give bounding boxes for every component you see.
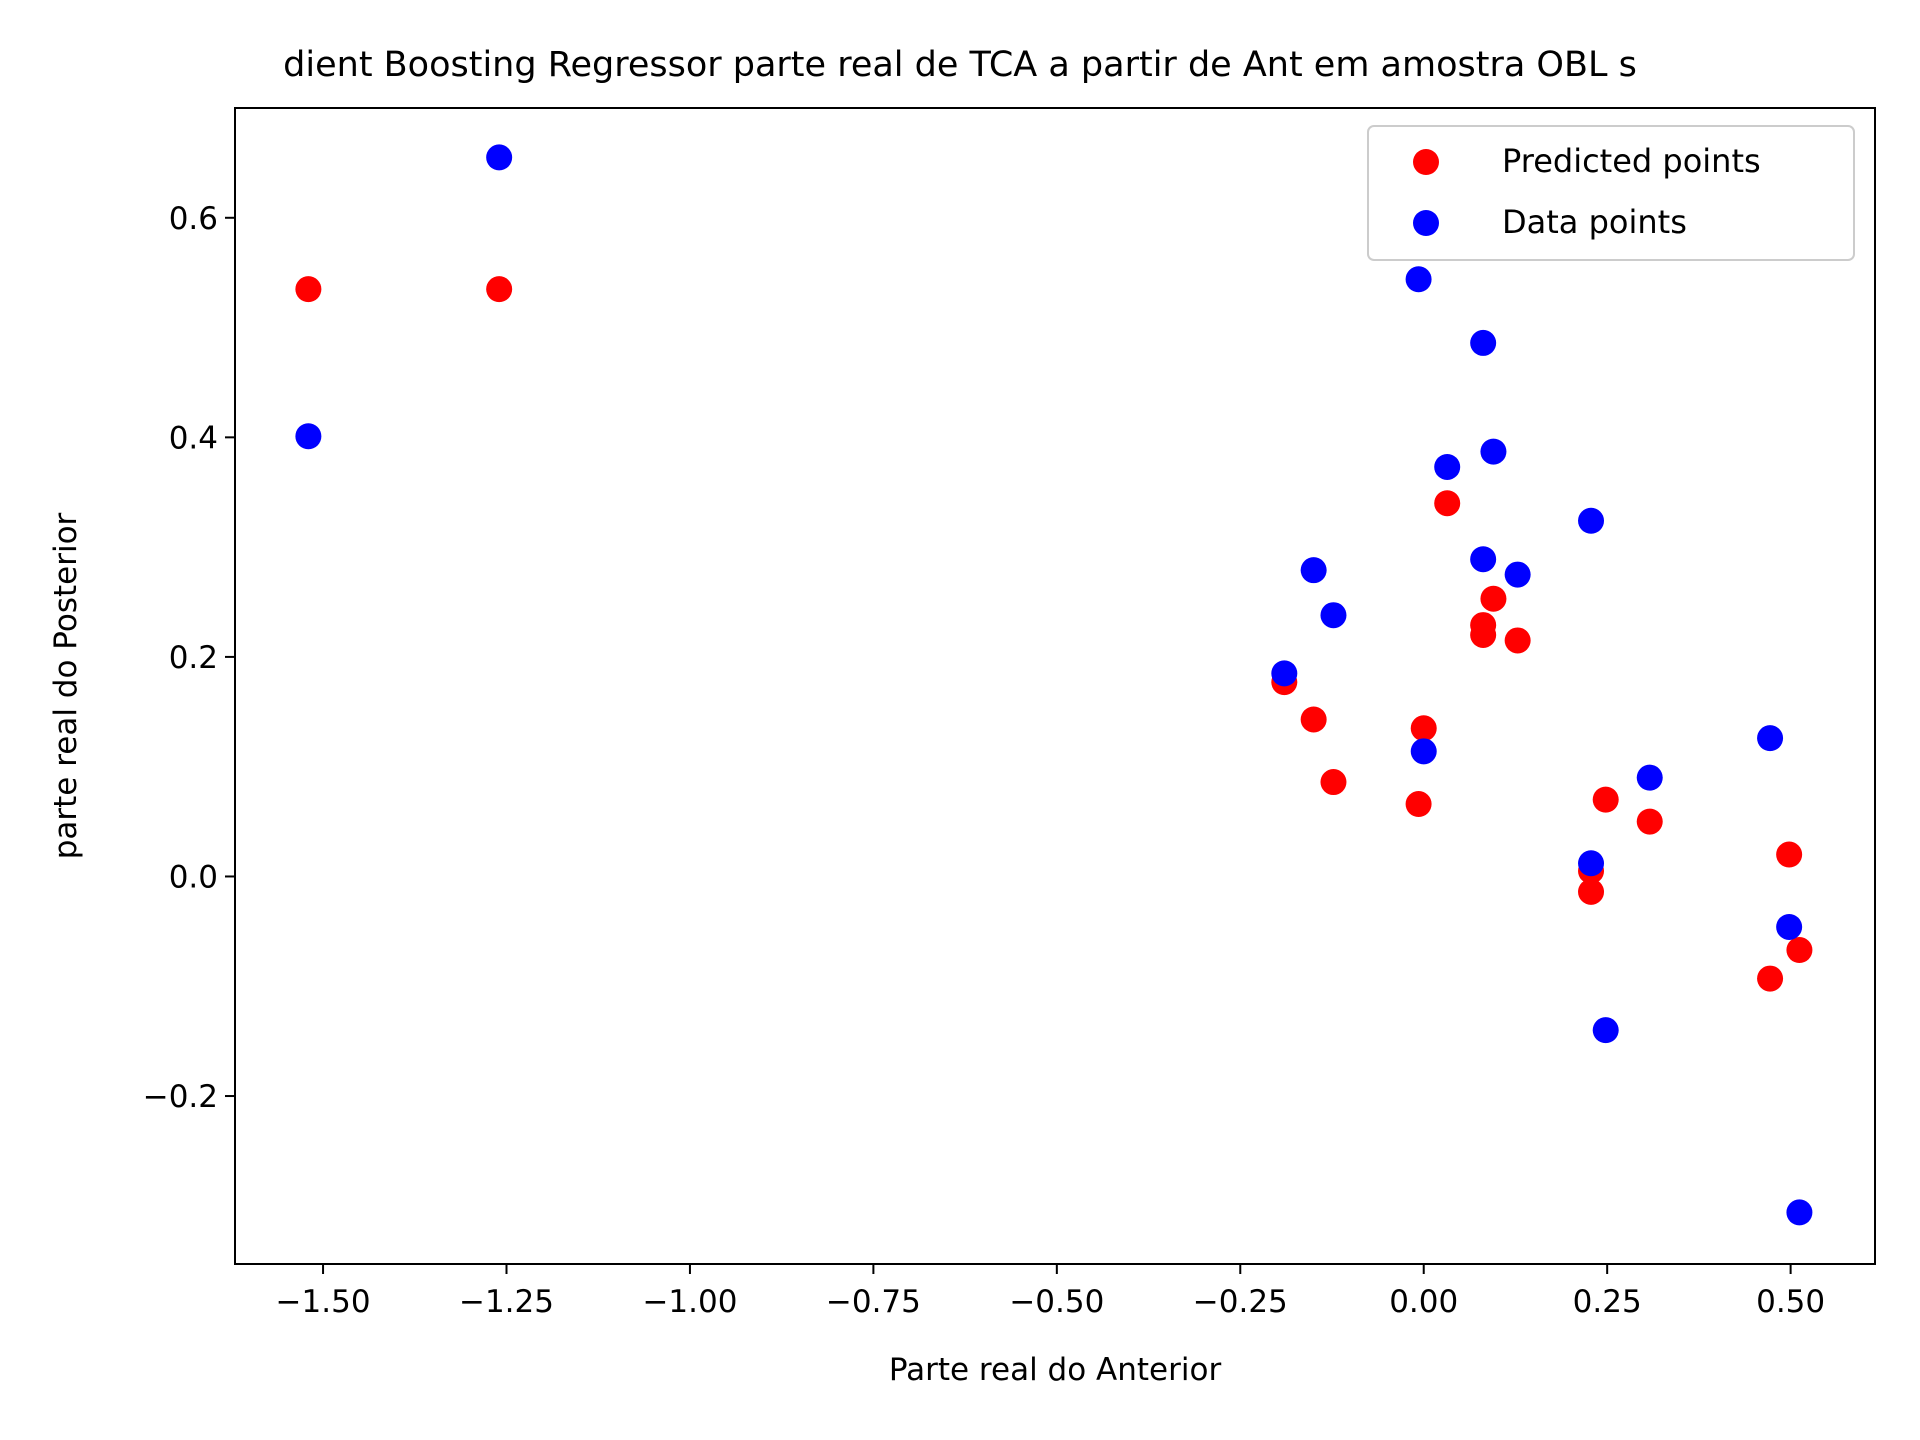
legend-box <box>1367 125 1855 261</box>
x-axis-ticks: −1.50 −1.25 −1.00 −0.75 −0.50 −0.25 0.00 0.25 0.… <box>276 1264 1825 1320</box>
data-point-3 <box>1470 329 1497 356</box>
predicted-point-14 <box>1592 786 1619 813</box>
data-point-16 <box>1776 913 1803 940</box>
plot-area-frame <box>234 107 1876 1265</box>
x-tick-label-0: −1.50 <box>276 1284 371 1320</box>
y-tick-label-3: 0.4 <box>169 420 218 456</box>
legend: Predicted points Data points <box>1367 125 1855 261</box>
data-point-4 <box>1480 438 1507 465</box>
data-point-11 <box>1271 660 1298 687</box>
data-point-2 <box>1405 266 1432 293</box>
predicted-point-18 <box>1786 937 1813 964</box>
y-axis-ticks: −0.2 0.0 0.2 0.4 0.6 <box>143 201 235 1115</box>
data-point-1 <box>295 423 322 450</box>
legend-label-predicted: Predicted points <box>1502 142 1761 180</box>
data-point-5 <box>1434 453 1461 480</box>
predicted-point-15 <box>1636 808 1663 835</box>
data-point-8 <box>1504 561 1531 588</box>
predicted-point-13 <box>1578 878 1605 905</box>
x-axis-label: Parte real do Anterior <box>889 1352 1222 1388</box>
data-point-17 <box>1592 1017 1619 1044</box>
data-point-14 <box>1757 725 1784 752</box>
x-tick-label-7: 0.25 <box>1573 1284 1642 1320</box>
data-point-12 <box>1410 738 1437 765</box>
data-point-0 <box>486 144 513 171</box>
data-point-9 <box>1300 557 1327 584</box>
predicted-point-0 <box>295 276 322 303</box>
predicted-point-16 <box>1757 965 1784 992</box>
legend-marker-data <box>1413 210 1439 236</box>
predicted-point-5 <box>1405 791 1432 818</box>
predicted-point-10 <box>1480 585 1507 612</box>
y-tick-label-0: −0.2 <box>143 1079 218 1115</box>
x-tick-label-1: −1.25 <box>459 1284 554 1320</box>
points-layer <box>295 144 1813 1226</box>
x-tick-label-2: −1.00 <box>642 1284 737 1320</box>
data-point-15 <box>1578 850 1605 877</box>
chart-title: dient Boosting Regressor parte real de T… <box>283 45 1637 85</box>
data-point-18 <box>1786 1199 1813 1226</box>
data-point-7 <box>1470 546 1497 573</box>
predicted-point-3 <box>1300 706 1327 733</box>
y-tick-label-2: 0.2 <box>169 640 218 676</box>
y-tick-label-1: 0.0 <box>169 859 218 895</box>
x-tick-label-5: −0.25 <box>1193 1284 1288 1320</box>
predicted-point-4 <box>1320 769 1347 796</box>
data-point-13 <box>1636 764 1663 791</box>
data-point-6 <box>1578 507 1605 534</box>
x-tick-label-4: −0.50 <box>1009 1284 1104 1320</box>
x-tick-label-6: 0.00 <box>1389 1284 1458 1320</box>
x-tick-label-8: 0.50 <box>1756 1284 1825 1320</box>
data-point-10 <box>1320 602 1347 629</box>
predicted-point-17 <box>1776 841 1803 868</box>
y-axis-label: parte real do Posterior <box>48 512 84 859</box>
y-tick-label-4: 0.6 <box>169 201 218 237</box>
legend-label-data: Data points <box>1502 203 1687 241</box>
x-tick-label-3: −0.75 <box>826 1284 921 1320</box>
predicted-point-6 <box>1410 715 1437 742</box>
predicted-point-1 <box>486 276 513 303</box>
legend-marker-predicted <box>1413 149 1439 175</box>
predicted-point-11 <box>1504 627 1531 654</box>
predicted-point-9 <box>1470 621 1497 648</box>
predicted-point-7 <box>1434 490 1461 517</box>
